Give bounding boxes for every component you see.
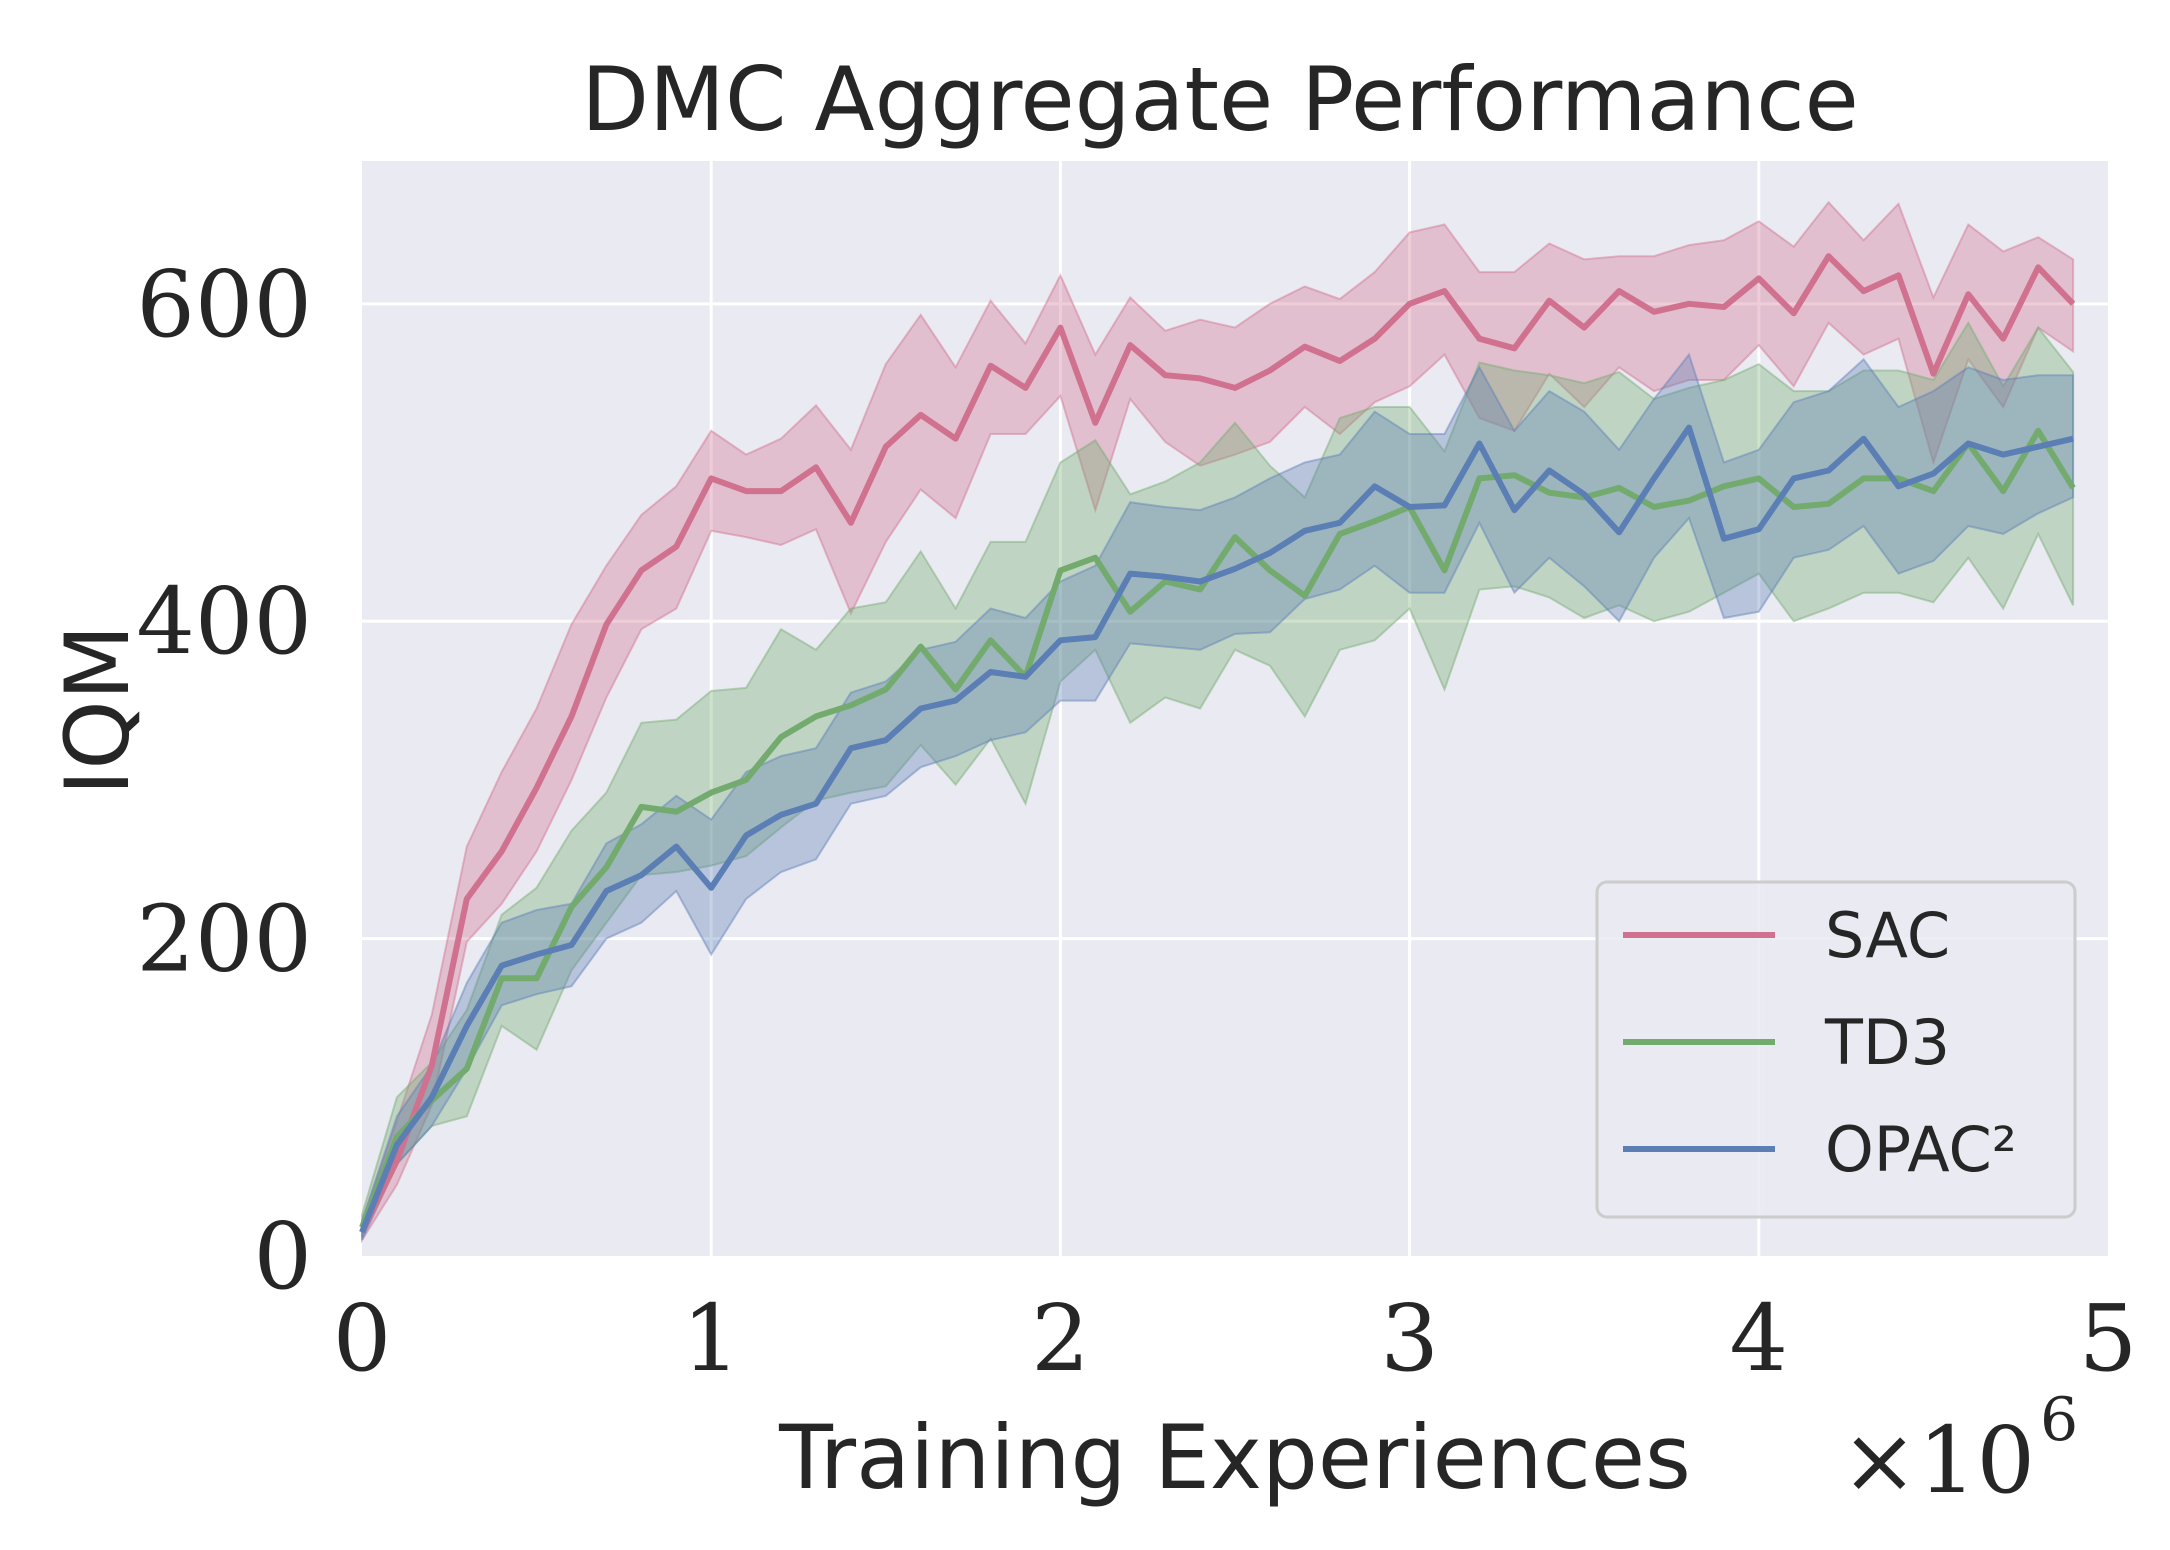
series-lines	[359, 253, 2076, 1234]
y-tick-label: 200	[136, 886, 312, 993]
y-tick-label: 0	[253, 1203, 312, 1310]
confidence-bands	[361, 200, 2075, 1244]
chart-title: DMC Aggregate Performance	[581, 48, 1858, 151]
x-multiplier: ×10 6	[1841, 1385, 2078, 1514]
legend: SAC TD3 OPAC²	[1595, 880, 2077, 1219]
y-axis-label: IQM	[46, 624, 149, 795]
x-tick-label: 1	[682, 1285, 741, 1392]
x-tick-label: 3	[1380, 1285, 1439, 1392]
x-multiplier-exponent: 6	[2040, 1385, 2078, 1455]
tick-labels: 0 1 2 3 4 5 0 200 400 600	[136, 251, 2137, 1392]
x-tick-label: 2	[1031, 1285, 1090, 1392]
y-tick-label: 400	[136, 568, 312, 675]
legend-label-0: SAC	[1825, 899, 1950, 972]
line-series-1	[359, 427, 2076, 1229]
legend-label-1: TD3	[1824, 1006, 1950, 1079]
x-tick-label: 4	[1730, 1285, 1789, 1392]
band-series-2	[361, 352, 2075, 1241]
band-series-1	[361, 320, 2075, 1238]
x-multiplier-base: ×10	[1841, 1407, 2035, 1514]
legend-box	[1595, 880, 2077, 1219]
x-tick-label: 5	[2079, 1285, 2138, 1392]
legend-label-2: OPAC²	[1825, 1113, 2017, 1186]
grid-lines	[362, 161, 2108, 1256]
x-axis-label: Training Experiences	[778, 1406, 1691, 1509]
line-series-0	[359, 253, 2076, 1234]
y-tick-label: 600	[136, 251, 312, 358]
x-tick-label: 0	[333, 1285, 392, 1392]
line-series-2	[359, 424, 2074, 1234]
band-series-0	[361, 200, 2075, 1244]
